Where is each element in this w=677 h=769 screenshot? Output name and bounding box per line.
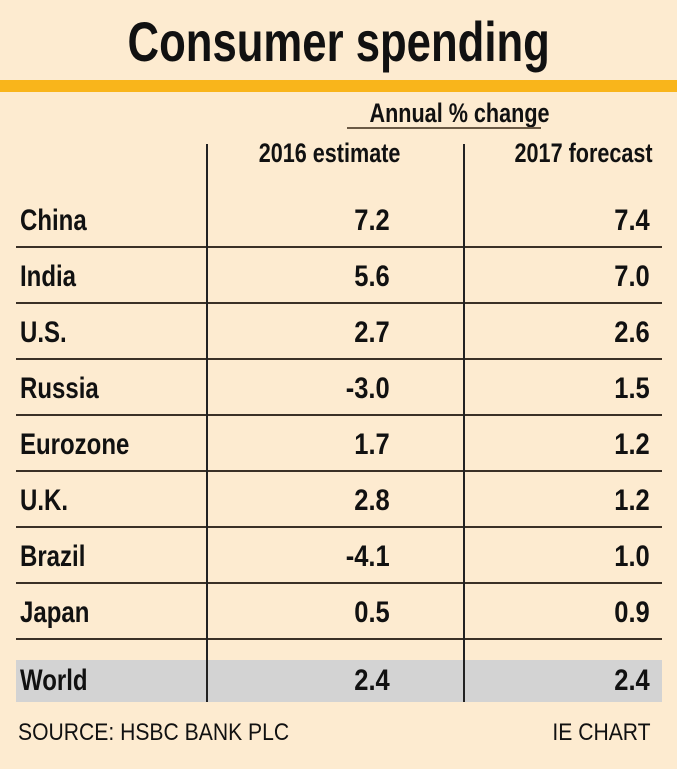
chart-title-text: Consumer spending: [127, 10, 550, 73]
cell-2016-estimate: -4.1: [338, 540, 390, 574]
cell-2017-forecast: 1.0: [608, 540, 650, 574]
subtitle: Annual % change: [347, 98, 550, 128]
table-row: Eurozone 1.7 1.2: [16, 416, 662, 472]
subtitle-text: Annual % change: [369, 98, 550, 128]
source-note-text: SOURCE: HSBC BANK PLC: [18, 719, 290, 746]
cell-2016-estimate-text: 5.6: [354, 260, 390, 293]
row-separator: [16, 582, 662, 584]
row-label-text: World: [20, 664, 88, 697]
cell-2016-estimate: 7.2: [348, 204, 390, 238]
row-separator: [16, 302, 662, 304]
cell-2017-forecast: 7.4: [608, 204, 650, 238]
row-separator: [16, 638, 662, 640]
row-separator: [16, 526, 662, 528]
row-label: World: [20, 664, 104, 698]
cell-2016-estimate: 5.6: [348, 260, 390, 294]
row-label: Brazil: [20, 540, 102, 574]
cell-2017-forecast-text: 0.9: [614, 596, 650, 629]
table-row: Brazil -4.1 1.0: [16, 528, 662, 584]
table-row: U.S. 2.7 2.6: [16, 304, 662, 360]
cell-2016-estimate: 2.8: [348, 484, 390, 518]
chart-credit: IE CHART: [539, 718, 651, 748]
row-separator: [16, 414, 662, 416]
cell-2017-forecast: 0.9: [608, 596, 650, 630]
chart-title: Consumer spending: [0, 6, 677, 78]
cell-2016-estimate-text: 7.2: [354, 204, 390, 237]
column-divider-2: [463, 144, 465, 702]
accent-band: [0, 80, 677, 92]
row-label: India: [20, 260, 90, 294]
row-label-text: Russia: [20, 372, 99, 405]
cell-2017-forecast: 7.0: [608, 260, 650, 294]
column-header-2017: 2017 forecast: [463, 138, 653, 168]
cell-2016-estimate: 2.4: [348, 664, 390, 698]
cell-2017-forecast-text: 1.2: [614, 484, 650, 517]
row-label: Japan: [20, 596, 107, 630]
cell-2017-forecast: 1.2: [608, 484, 650, 518]
column-header-2017-text: 2017 forecast: [514, 138, 653, 168]
cell-2016-estimate-text: 2.7: [354, 316, 390, 349]
table-row-total: World 2.4 2.4: [16, 660, 662, 702]
cell-2017-forecast-text: 1.5: [614, 372, 650, 405]
row-label-text: Eurozone: [20, 428, 130, 461]
cell-2016-estimate: 1.7: [348, 428, 390, 462]
subtitle-underline: [347, 127, 541, 129]
cell-2016-estimate-text: 2.4: [354, 664, 390, 697]
row-label-text: U.K.: [20, 484, 68, 517]
cell-2017-forecast-text: 1.2: [614, 428, 650, 461]
row-label-text: India: [20, 260, 77, 293]
cell-2016-estimate-text: 1.7: [354, 428, 390, 461]
row-label: Eurozone: [20, 428, 157, 462]
cell-2016-estimate-text: -3.0: [346, 372, 390, 405]
table-row: U.K. 2.8 1.2: [16, 472, 662, 528]
source-note: SOURCE: HSBC BANK PLC: [18, 718, 326, 748]
row-label: China: [20, 204, 103, 238]
row-label-text: Japan: [20, 596, 90, 629]
cell-2016-estimate-text: 2.8: [354, 484, 390, 517]
cell-2017-forecast-text: 1.0: [614, 540, 650, 573]
cell-2016-estimate: 2.7: [348, 316, 390, 350]
table-row: Russia -3.0 1.5: [16, 360, 662, 416]
table-row: India 5.6 7.0: [16, 248, 662, 304]
row-label-text: China: [20, 204, 87, 237]
column-divider-1: [206, 144, 208, 702]
cell-2016-estimate: 0.5: [348, 596, 390, 630]
row-label: U.S.: [20, 316, 78, 350]
table-row: Japan 0.5 0.9: [16, 584, 662, 640]
cell-2017-forecast: 1.5: [608, 372, 650, 406]
row-separator: [16, 358, 662, 360]
column-header-2016: 2016 estimate: [206, 138, 446, 168]
column-header-2016-text: 2016 estimate: [259, 138, 401, 168]
row-label: Russia: [20, 372, 118, 406]
cell-2017-forecast: 1.2: [608, 428, 650, 462]
chart-credit-text: IE CHART: [552, 719, 651, 746]
row-label-text: Brazil: [20, 540, 86, 573]
row-label-text: U.S.: [20, 316, 67, 349]
cell-2017-forecast: 2.6: [608, 316, 650, 350]
cell-2017-forecast-text: 2.4: [614, 664, 650, 697]
cell-2017-forecast-text: 2.6: [614, 316, 650, 349]
cell-2016-estimate: -3.0: [338, 372, 390, 406]
cell-2017-forecast: 2.4: [608, 664, 650, 698]
table-row: China 7.2 7.4: [16, 192, 662, 248]
cell-2017-forecast-text: 7.0: [614, 260, 650, 293]
row-label: U.K.: [20, 484, 80, 518]
cell-2016-estimate-text: -4.1: [346, 540, 390, 573]
cell-2017-forecast-text: 7.4: [614, 204, 650, 237]
row-separator: [16, 470, 662, 472]
row-separator: [16, 246, 662, 248]
cell-2016-estimate-text: 0.5: [354, 596, 390, 629]
